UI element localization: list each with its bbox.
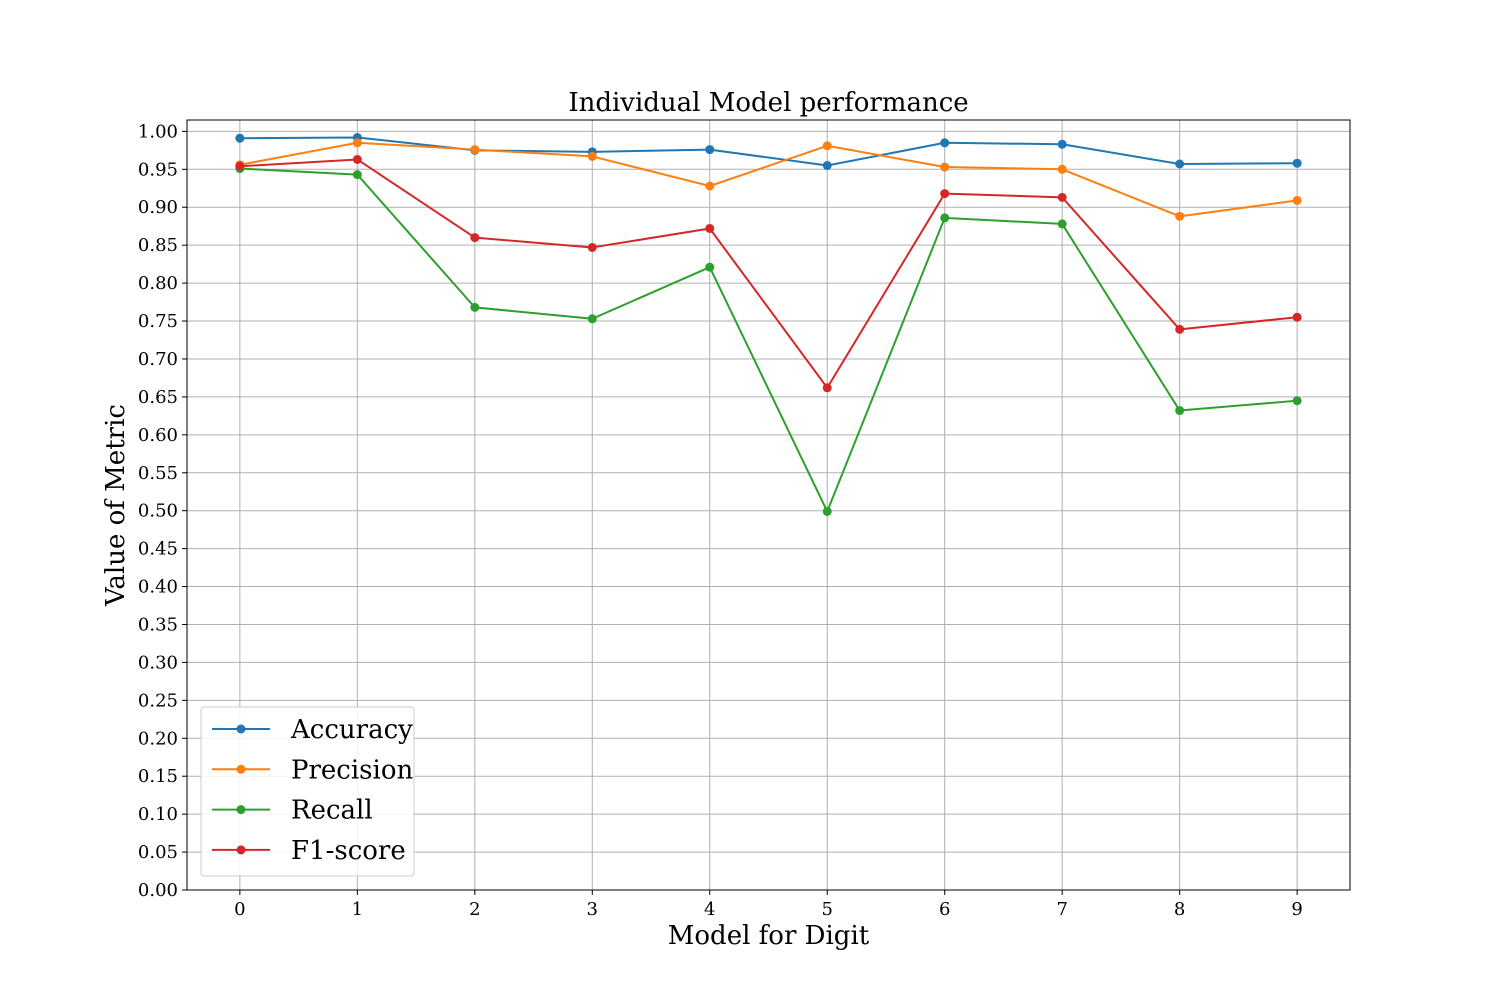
data-point-f1-score: [1175, 324, 1185, 334]
legend-entry: Precision: [212, 755, 413, 785]
y-tick-label: 0.25: [138, 690, 178, 711]
y-tick-label: 0.00: [138, 880, 178, 901]
legend-entry: F1-score: [212, 836, 406, 866]
series-recall: [235, 164, 1302, 516]
legend-label: F1-score: [291, 836, 406, 866]
x-tick-label: 2: [469, 899, 480, 920]
data-point-f1-score: [822, 383, 832, 393]
x-tick-label: 1: [352, 899, 363, 920]
y-axis-ticks: 0.00 0.05 0.10 0.15 0.20 0.25 0.30 0.35 0.40 0.45…: [138, 121, 187, 901]
data-point-recall: [470, 302, 480, 312]
series-lines: [235, 132, 1302, 516]
series-line-recall: [239, 167, 1298, 513]
legend-label: Accuracy: [290, 715, 413, 745]
y-tick-label: 0.65: [138, 387, 178, 408]
data-point-accuracy: [1292, 158, 1302, 168]
data-point-recall: [940, 213, 950, 223]
data-point-recall: [822, 506, 832, 516]
data-point-f1-score: [940, 189, 950, 199]
data-point-precision: [705, 181, 715, 191]
data-point-f1-score: [470, 233, 480, 243]
x-axis-ticks: 0 1 2 3 4 5 6 7 8 9: [234, 890, 1303, 920]
y-tick-label: 0.40: [138, 577, 178, 598]
y-tick-label: 0.10: [138, 804, 178, 825]
y-tick-label: 0.55: [138, 463, 178, 484]
data-point-precision: [822, 141, 832, 151]
plot-frame: [186, 119, 1351, 891]
data-point-f1-score: [1292, 312, 1302, 322]
x-tick-label: 9: [1291, 899, 1302, 920]
series-precision: [235, 138, 1302, 221]
y-tick-label: 0.30: [138, 652, 178, 673]
data-point-f1-score: [705, 223, 715, 233]
data-point-precision: [352, 138, 362, 148]
y-tick-label: 0.95: [138, 159, 178, 180]
data-point-precision: [1292, 195, 1302, 205]
x-tick-label: 5: [822, 899, 833, 920]
series-accuracy: [235, 132, 1302, 171]
x-axis-label: Model for Digit: [668, 921, 870, 951]
data-point-accuracy: [235, 133, 245, 143]
legend-marker: [236, 845, 246, 855]
legend-entry: Recall: [212, 796, 373, 826]
data-point-recall: [352, 170, 362, 180]
data-point-recall: [587, 314, 597, 324]
y-tick-label: 1.00: [138, 121, 178, 142]
y-tick-label: 0.20: [138, 728, 178, 749]
x-tick-label: 4: [704, 899, 715, 920]
y-axis-label: Value of Metric: [101, 404, 131, 607]
y-tick-label: 0.60: [138, 425, 178, 446]
data-point-f1-score: [587, 242, 597, 252]
data-point-accuracy: [705, 145, 715, 155]
data-point-precision: [1057, 164, 1067, 174]
data-point-precision: [587, 151, 597, 161]
legend-marker: [236, 805, 246, 815]
y-tick-label: 0.80: [138, 273, 178, 294]
y-tick-label: 0.05: [138, 842, 178, 863]
data-point-accuracy: [1057, 139, 1067, 149]
legend-marker: [236, 764, 246, 774]
data-point-f1-score: [352, 154, 362, 164]
y-tick-label: 0.85: [138, 235, 178, 256]
data-point-recall: [1175, 406, 1185, 416]
data-point-precision: [940, 162, 950, 172]
data-point-accuracy: [822, 161, 832, 171]
series-line-precision: [239, 141, 1298, 218]
legend-label: Precision: [291, 755, 413, 785]
data-point-f1-score: [1057, 192, 1067, 202]
x-tick-label: 7: [1056, 899, 1067, 920]
data-point-accuracy: [1175, 159, 1185, 169]
legend: Accuracy Precision Recall F1-score: [200, 706, 415, 877]
legend-frame: [200, 706, 415, 877]
y-tick-label: 0.50: [138, 501, 178, 522]
y-tick-label: 0.45: [138, 539, 178, 560]
legend-label: Recall: [291, 796, 373, 826]
data-point-f1-score: [235, 161, 245, 171]
data-point-precision: [470, 145, 480, 155]
legend-marker: [236, 724, 246, 734]
y-tick-label: 0.90: [138, 197, 178, 218]
data-point-precision: [1175, 211, 1185, 221]
series-f1-score: [235, 154, 1302, 393]
chart-title: Individual Model performance: [568, 88, 968, 118]
data-point-recall: [1292, 396, 1302, 406]
series-line-accuracy: [239, 136, 1298, 167]
data-point-recall: [705, 262, 715, 272]
data-point-recall: [1057, 219, 1067, 229]
legend-entry: Accuracy: [212, 715, 413, 745]
y-tick-label: 0.35: [138, 614, 178, 635]
y-tick-label: 0.15: [138, 766, 178, 787]
x-tick-label: 8: [1174, 899, 1185, 920]
x-tick-label: 3: [587, 899, 598, 920]
y-tick-label: 0.70: [138, 349, 178, 370]
x-tick-label: 6: [939, 899, 950, 920]
x-tick-label: 0: [234, 899, 245, 920]
y-tick-label: 0.75: [138, 311, 178, 332]
series-line-f1-score: [239, 158, 1298, 389]
data-point-accuracy: [940, 138, 950, 148]
